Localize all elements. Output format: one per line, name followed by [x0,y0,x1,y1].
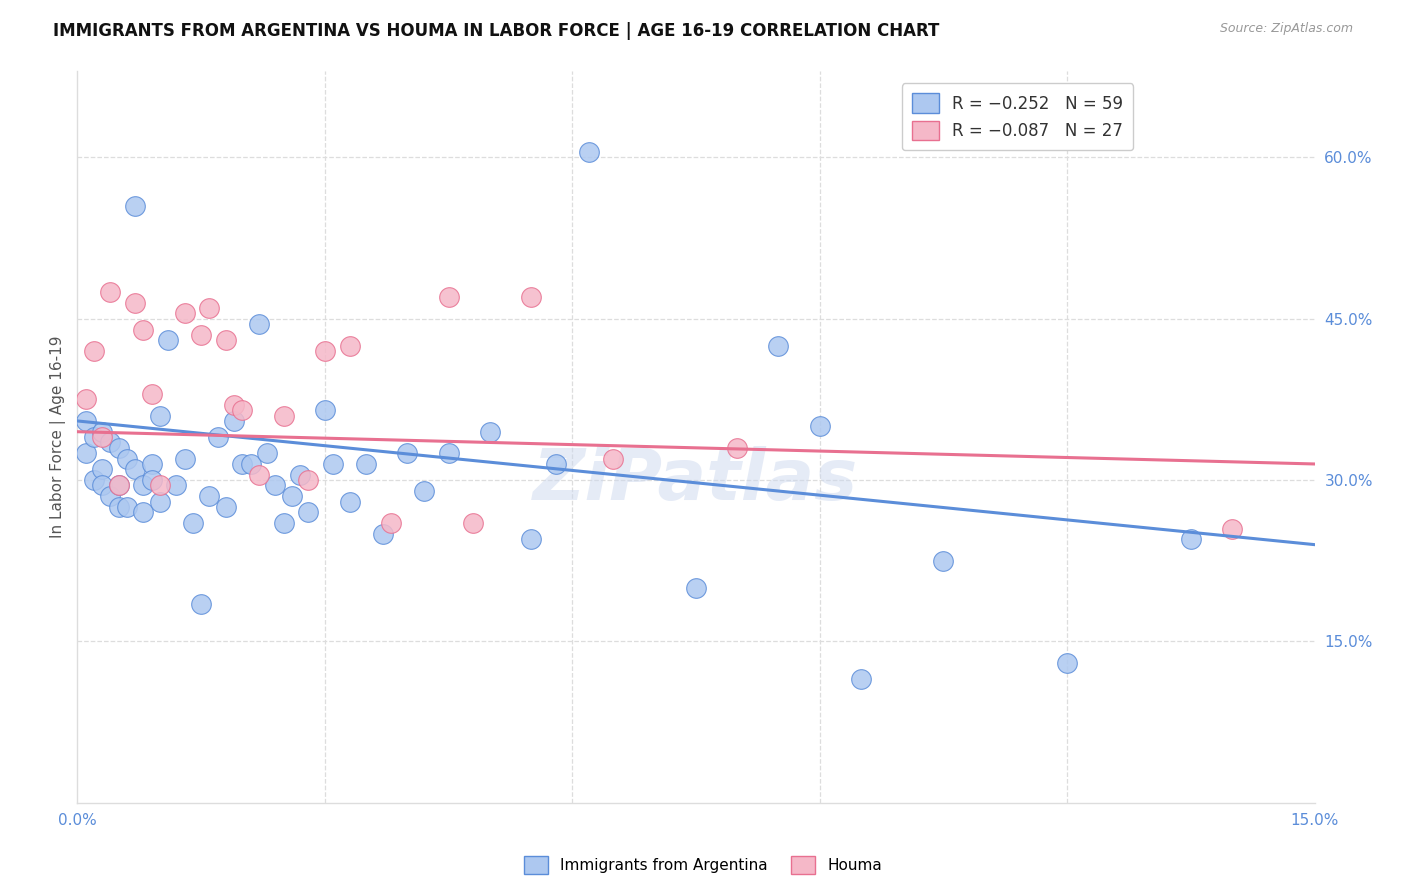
Point [932,554,955,568]
Point [412,483,434,498]
Point [124,295,146,310]
Point [544,457,567,471]
Point [91,430,114,444]
Point [222,414,245,428]
Point [808,419,831,434]
Point [297,473,319,487]
Point [132,322,155,336]
Point [215,333,238,347]
Point [520,290,543,304]
Point [107,478,129,492]
Point [273,409,295,423]
Point [231,403,253,417]
Point [98,489,121,503]
Point [83,430,105,444]
Point [141,457,163,471]
Point [437,446,460,460]
Point [149,494,172,508]
Legend: R = −0.252   N = 59, R = −0.087   N = 27: R = −0.252 N = 59, R = −0.087 N = 27 [903,83,1133,150]
Point [173,451,195,466]
Point [768,339,790,353]
Point [314,344,336,359]
Point [141,387,163,401]
Point [578,145,600,159]
Point [132,478,155,492]
Point [322,457,344,471]
Point [1220,521,1243,535]
Point [1056,656,1078,670]
Point [132,505,155,519]
Point [181,516,204,530]
Point [149,478,172,492]
Point [75,392,97,407]
Point [115,451,138,466]
Point [115,500,138,514]
Point [165,478,187,492]
Point [247,467,270,482]
Point [198,489,221,503]
Point [247,317,270,331]
Point [215,500,238,514]
Point [83,344,105,359]
Point [98,435,121,450]
Point [380,516,402,530]
Point [83,473,105,487]
Point [396,446,419,460]
Y-axis label: In Labor Force | Age 16-19: In Labor Force | Age 16-19 [51,335,66,539]
Point [91,478,114,492]
Point [1180,533,1202,547]
Point [463,516,485,530]
Point [371,527,394,541]
Point [437,290,460,304]
Point [222,398,245,412]
Point [273,516,295,530]
Point [190,327,212,342]
Point [107,500,129,514]
Point [107,478,129,492]
Point [264,478,287,492]
Point [157,333,180,347]
Point [354,457,377,471]
Point [173,306,195,320]
Point [75,446,97,460]
Text: Source: ZipAtlas.com: Source: ZipAtlas.com [1219,22,1353,36]
Point [98,285,121,299]
Point [91,462,114,476]
Point [281,489,304,503]
Point [75,414,97,428]
Legend: Immigrants from Argentina, Houma: Immigrants from Argentina, Houma [517,850,889,880]
Point [478,425,501,439]
Point [207,430,229,444]
Point [91,425,114,439]
Point [256,446,278,460]
Point [339,494,361,508]
Point [288,467,311,482]
Point [198,301,221,315]
Point [239,457,262,471]
Point [124,462,146,476]
Point [725,441,748,455]
Point [107,441,129,455]
Point [231,457,253,471]
Point [190,597,212,611]
Point [297,505,319,519]
Point [602,451,624,466]
Point [685,581,707,595]
Point [520,533,543,547]
Point [141,473,163,487]
Text: IMMIGRANTS FROM ARGENTINA VS HOUMA IN LABOR FORCE | AGE 16-19 CORRELATION CHART: IMMIGRANTS FROM ARGENTINA VS HOUMA IN LA… [53,22,939,40]
Point [314,403,336,417]
Point [849,672,872,686]
Point [124,199,146,213]
Point [339,339,361,353]
Text: ZiPatlas: ZiPatlas [533,447,859,516]
Point [149,409,172,423]
